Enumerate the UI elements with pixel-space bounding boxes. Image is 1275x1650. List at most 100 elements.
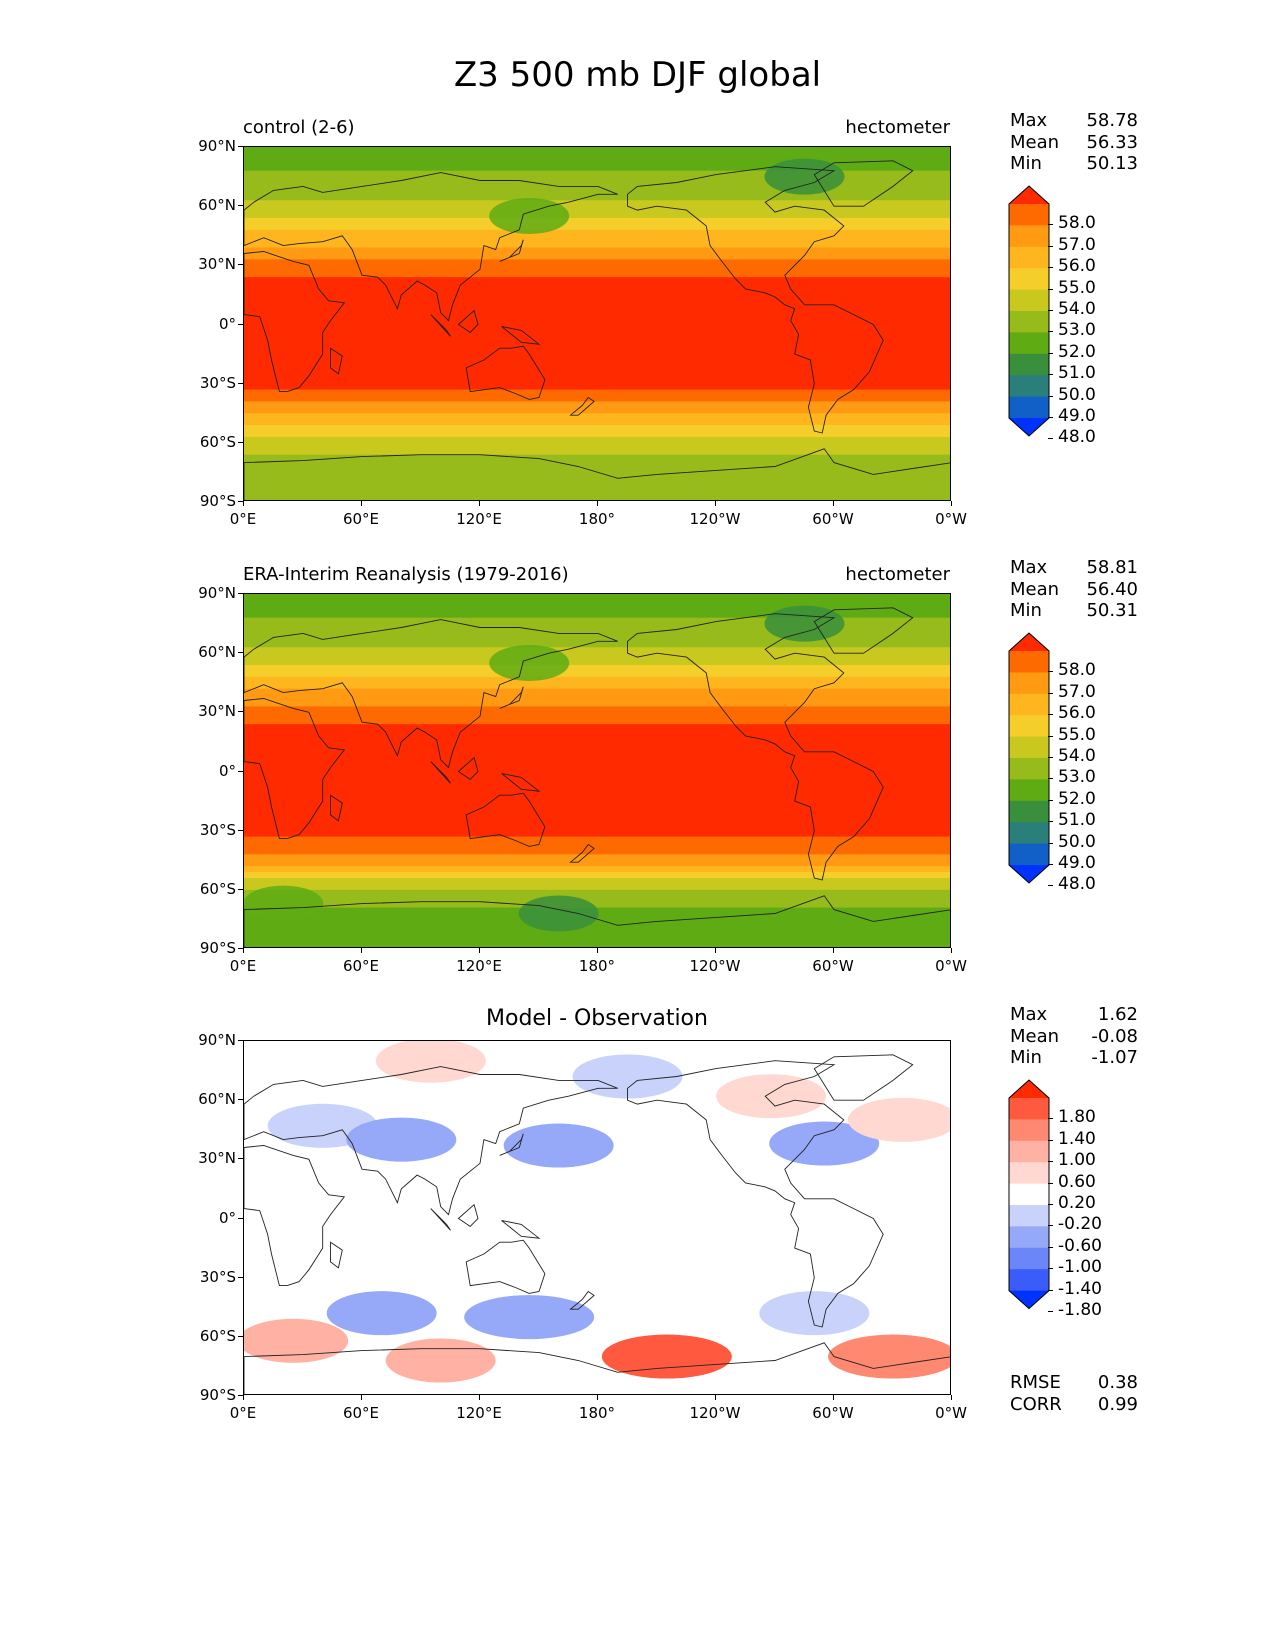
coastline-path: [813, 160, 914, 207]
contour-band: [244, 454, 950, 462]
stat-label: CORR: [1010, 1393, 1062, 1415]
colorbar-extend-min: [1009, 418, 1049, 436]
x-tick-mark: [361, 1395, 362, 1400]
anomaly-blob: [847, 1097, 950, 1142]
y-tick-label: 60°N: [198, 1090, 236, 1109]
stat-min: Min -1.07: [1010, 1047, 1138, 1069]
contour-band: [244, 466, 950, 474]
stat-max: Max 58.78: [1010, 110, 1138, 132]
colorbar-tick-mark: [1048, 714, 1053, 716]
x-tick-label: 180°: [578, 957, 616, 975]
contour-band: [244, 442, 950, 450]
x-tick-label: 60°W: [812, 957, 854, 975]
colorbar-segment: [1009, 396, 1049, 419]
colorbar-tick-label: 58.0: [1058, 213, 1096, 234]
panel-title-left: ERA-Interim Reanalysis (1979-2016): [243, 564, 569, 585]
stat-value: 56.33: [1086, 131, 1138, 153]
coastline-path: [465, 345, 546, 400]
contour-band: [244, 925, 950, 932]
contour-band: [244, 724, 950, 731]
contour-band: [244, 194, 950, 201]
y-tick-mark: [238, 593, 243, 594]
colorbar-tick-label: 55.0: [1058, 277, 1096, 298]
coastline-path: [457, 756, 479, 780]
colorbar-extend-max: [1009, 1080, 1049, 1098]
y-tick-label: 0°: [218, 1208, 236, 1227]
stat-min: Min 50.31: [1010, 600, 1138, 622]
contour-band: [244, 635, 950, 642]
colorbar-segment: [1009, 332, 1049, 355]
y-tick-label: 90°S: [199, 1386, 236, 1404]
contour-band: [244, 277, 950, 284]
colorbar-tick-mark: [1048, 1139, 1053, 1141]
x-tick-label: 60°E: [342, 1404, 380, 1422]
colorbar-tick-mark: [1048, 735, 1053, 737]
y-tick-mark: [238, 1040, 243, 1041]
contour-band: [244, 700, 950, 708]
contour-band: [244, 152, 950, 160]
figure-title: Z3 500 mb DJF global: [453, 55, 822, 95]
x-tick-label: 120°W: [689, 1404, 741, 1422]
contour-band: [244, 842, 950, 850]
coastline-path: [244, 698, 346, 840]
colorbar-segment: [1009, 758, 1049, 780]
colorbar-tick-mark: [1048, 1311, 1053, 1312]
y-tick-label: 90°N: [198, 584, 236, 602]
stat-label: Mean: [1010, 131, 1060, 153]
y-tick-mark: [238, 323, 243, 325]
contour-band: [244, 460, 950, 468]
colorbar-segment: [1009, 1140, 1049, 1163]
x-tick-mark: [243, 948, 244, 953]
colorbar-tick-mark: [1048, 885, 1053, 887]
colorbar-tick-label: 56.0: [1058, 703, 1096, 724]
contour-band: [244, 436, 950, 444]
contour-band: [244, 688, 950, 696]
stat-label: Max: [1010, 110, 1048, 131]
x-tick-label: 0°W: [935, 1404, 967, 1422]
colorbar-tick-mark: [1048, 778, 1053, 780]
y-tick-mark: [238, 888, 243, 890]
colorbar-segment: [1009, 1119, 1049, 1142]
stats-block: Max 1.62 Mean -0.08 Min -1.07: [1010, 1004, 1138, 1069]
x-tick-mark: [951, 1395, 952, 1400]
contour-band: [244, 182, 950, 190]
stats-block: Max 58.78 Mean 56.33 Min 50.13: [1010, 110, 1138, 175]
colorbar-segment: [1009, 672, 1049, 695]
stat-value: -1.07: [1091, 1047, 1138, 1068]
contour-band: [244, 611, 950, 619]
contour-band: [244, 413, 950, 420]
colorbar-segment: [1009, 822, 1049, 845]
coastline-path: [244, 1145, 346, 1287]
y-tick-label: 60°N: [198, 196, 236, 215]
colorbar-extend-min: [1009, 865, 1049, 883]
stat-label: Max: [1010, 557, 1048, 578]
colorbar-tick-label: 51.0: [1058, 363, 1096, 384]
coastline-path: [499, 1133, 524, 1156]
contour-band: [244, 218, 950, 225]
coastline-path: [627, 166, 884, 434]
colorbar-tick-label: 49.0: [1058, 406, 1096, 426]
colorbar-segment: [1009, 246, 1049, 269]
y-tick-label: 90°S: [199, 939, 236, 957]
stat-value: -0.08: [1091, 1025, 1138, 1047]
y-tick-mark: [238, 205, 243, 207]
colorbar-graphic: [1008, 1079, 1050, 1310]
x-tick-mark: [951, 501, 952, 506]
stats-block: Max 58.81 Mean 56.40 Min 50.31: [1010, 557, 1138, 622]
stat-value: 56.40: [1086, 578, 1138, 600]
coastline-path: [465, 1239, 546, 1294]
x-tick-mark: [833, 501, 834, 506]
coastline-path: [244, 448, 950, 500]
contour-band: [244, 653, 950, 660]
colorbar-tick-label: 54.0: [1058, 299, 1096, 319]
coastline-path: [330, 347, 343, 375]
x-tick-label: 0°E: [229, 957, 257, 975]
contour-band: [244, 478, 950, 485]
contour-band: [244, 188, 950, 195]
coastline-path: [501, 773, 541, 792]
colorbar-tick-label: 58.0: [1058, 660, 1096, 681]
contour-band: [244, 599, 950, 607]
x-tick-label: 120°W: [689, 957, 741, 975]
colorbar-segment: [1009, 1204, 1049, 1227]
y-tick-label: 30°N: [198, 702, 236, 721]
